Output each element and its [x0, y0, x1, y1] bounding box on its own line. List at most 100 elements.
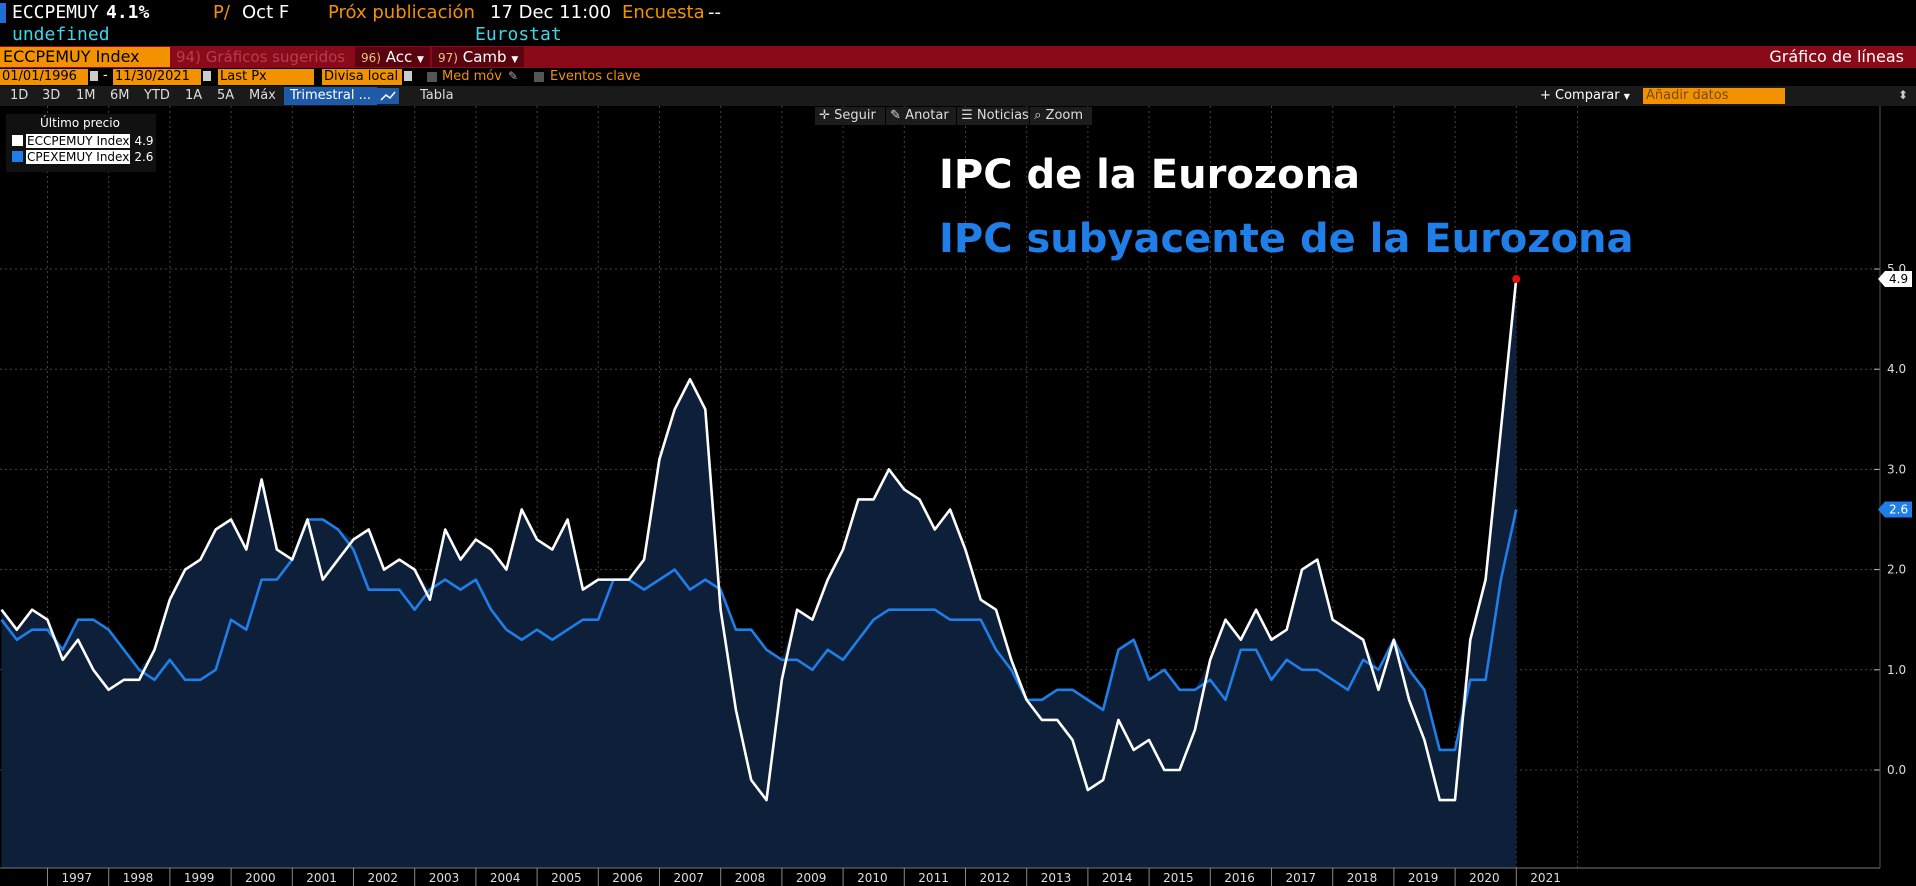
x-tick-label: 2020 [1469, 871, 1500, 885]
x-tick-label: 2008 [735, 871, 766, 885]
x-tick-label: 2010 [857, 871, 888, 885]
survey-value: -- [708, 2, 721, 23]
news-label: Noticias [976, 108, 1029, 123]
core-last-price-label: 2.6 [1889, 502, 1908, 516]
follow-tool[interactable]: ✛ Seguir [815, 107, 885, 125]
legend-series-value: 2.6 [134, 150, 154, 164]
range-ytd[interactable]: YTD [144, 88, 170, 103]
range-1m[interactable]: 1M [76, 88, 96, 103]
y-tick-label: 1.0 [1887, 663, 1906, 677]
period-label: P/ [213, 2, 230, 23]
range-bar: 1D 3D 1M 6M YTD 1A 5A Máx Trimestral ...… [0, 86, 1916, 106]
zoom-tool[interactable]: ⌕ Zoom [1030, 107, 1092, 125]
security-field[interactable]: ECCPEMUY Index [0, 47, 170, 67]
x-axis-band [0, 868, 1916, 886]
x-tick-label: 2018 [1347, 871, 1378, 885]
news-tool[interactable]: ☰ Noticias [957, 107, 1029, 125]
y-tick-label: 2.0 [1887, 563, 1906, 577]
next-release-label: Próx publicación [328, 2, 475, 23]
ticker-symbol[interactable]: ECCPEMUY [12, 2, 99, 23]
next-release-value: 17 Dec 11:00 [490, 2, 612, 23]
edit-number: 97) [438, 51, 458, 65]
date-separator: - [103, 68, 108, 83]
ticker-header: ECCPEMUY 4.1% P/ Oct F Próx publicación … [0, 0, 1916, 26]
series-line-core [0, 509, 1518, 752]
legend-item-headline[interactable]: ECCPEMUY Index 4.9 [12, 134, 154, 148]
range-1d[interactable]: 1D [10, 88, 29, 103]
annotate-tool[interactable]: ✎ Anotar [886, 107, 956, 125]
x-tick-label: 2001 [306, 871, 337, 885]
suggested-charts-number: 94) [176, 48, 201, 66]
range-5a[interactable]: 5A [217, 88, 235, 103]
end-date-field[interactable]: 11/30/2021 [113, 69, 201, 85]
actions-number: 96) [361, 51, 381, 65]
price-field-select[interactable]: Last Px [218, 69, 314, 85]
calendar-icon[interactable] [203, 71, 211, 81]
x-tick-label: 2013 [1041, 871, 1072, 885]
sub-header: undefined Eurostat [0, 24, 1916, 46]
range-max[interactable]: Máx [249, 88, 276, 103]
x-tick-label: 2011 [918, 871, 949, 885]
settings-bar: 01/01/1996 - 11/30/2021 Last Px Divisa l… [0, 68, 1916, 86]
table-button[interactable]: Tabla [420, 88, 454, 103]
annotate-label: Anotar [905, 108, 949, 123]
dropdown-icon[interactable] [404, 71, 412, 81]
key-events-checkbox[interactable] [534, 72, 544, 82]
legend-item-core[interactable]: CPEXEMUY Index 2.6 [12, 150, 153, 164]
x-tick-label: 1999 [184, 871, 215, 885]
x-tick-label: 2015 [1163, 871, 1194, 885]
actions-label: Acc [385, 48, 413, 66]
x-tick-label: 1997 [62, 871, 93, 885]
headline-last-price-flag [1878, 271, 1912, 288]
range-3d[interactable]: 3D [42, 88, 61, 103]
expand-icon[interactable]: ⬍ [1898, 88, 1909, 102]
x-tick-label: 1998 [123, 871, 154, 885]
crosshair-icon: ✛ [815, 108, 835, 123]
frequency-select[interactable]: Trimestral ... [284, 87, 377, 105]
security-marker [0, 3, 6, 23]
legend-swatch-blue [12, 151, 23, 162]
headline-annotation: IPC de la Eurozona [939, 152, 1361, 198]
data-source: Eurostat [475, 24, 562, 45]
sub-header-left: undefined [12, 24, 110, 45]
legend-swatch-white [12, 135, 23, 146]
search-icon: ⌕ [1030, 108, 1046, 123]
core-annotation: IPC subyacente de la Eurozona [939, 216, 1634, 262]
pencil-icon: ✎ [886, 108, 906, 123]
start-date-field[interactable]: 01/01/1996 [0, 69, 88, 85]
x-tick-label: 2017 [1286, 871, 1317, 885]
survey-label: Encuesta [622, 2, 705, 23]
actions-menu[interactable]: 96) Acc ▼ [355, 47, 430, 67]
chevron-down-icon: ▼ [1623, 92, 1630, 101]
y-tick-label: 4.0 [1887, 362, 1906, 376]
legend-header: Último precio [40, 116, 120, 130]
pencil-icon[interactable]: ✎ [508, 69, 519, 83]
add-data-input[interactable]: Añadir datos [1643, 88, 1785, 104]
x-tick-label: 2003 [429, 871, 460, 885]
line-chart-icon[interactable] [377, 88, 399, 104]
currency-select[interactable]: Divisa local [322, 69, 402, 85]
range-6m[interactable]: 6M [110, 88, 130, 103]
moving-average-checkbox[interactable] [427, 72, 437, 82]
moving-average-label: Med móv [442, 69, 502, 84]
x-tick-label: 2005 [551, 871, 582, 885]
x-tick-label: 2009 [796, 871, 827, 885]
last-change: 4.1% [106, 2, 150, 23]
series-line-headline [0, 278, 1518, 802]
range-1a[interactable]: 1A [185, 88, 203, 103]
follow-label: Seguir [834, 108, 876, 123]
x-tick-label: 2012 [980, 871, 1011, 885]
x-tick-label: 2000 [245, 871, 276, 885]
edit-menu[interactable]: 97) Camb ▼ [432, 47, 525, 67]
chevron-down-icon: ▼ [417, 55, 424, 65]
period-value: Oct F [242, 2, 290, 23]
suggested-charts-button[interactable]: 94) Gráficos sugeridos [176, 48, 345, 66]
x-tick-label: 2002 [368, 871, 399, 885]
x-tick-label: 2019 [1408, 871, 1439, 885]
y-tick-label: 0.0 [1887, 763, 1906, 777]
compare-button[interactable]: + Comparar ▼ [1540, 88, 1630, 103]
calendar-icon[interactable] [90, 71, 98, 81]
x-tick-label: 2006 [612, 871, 643, 885]
y-tick-label: 3.0 [1887, 462, 1906, 476]
